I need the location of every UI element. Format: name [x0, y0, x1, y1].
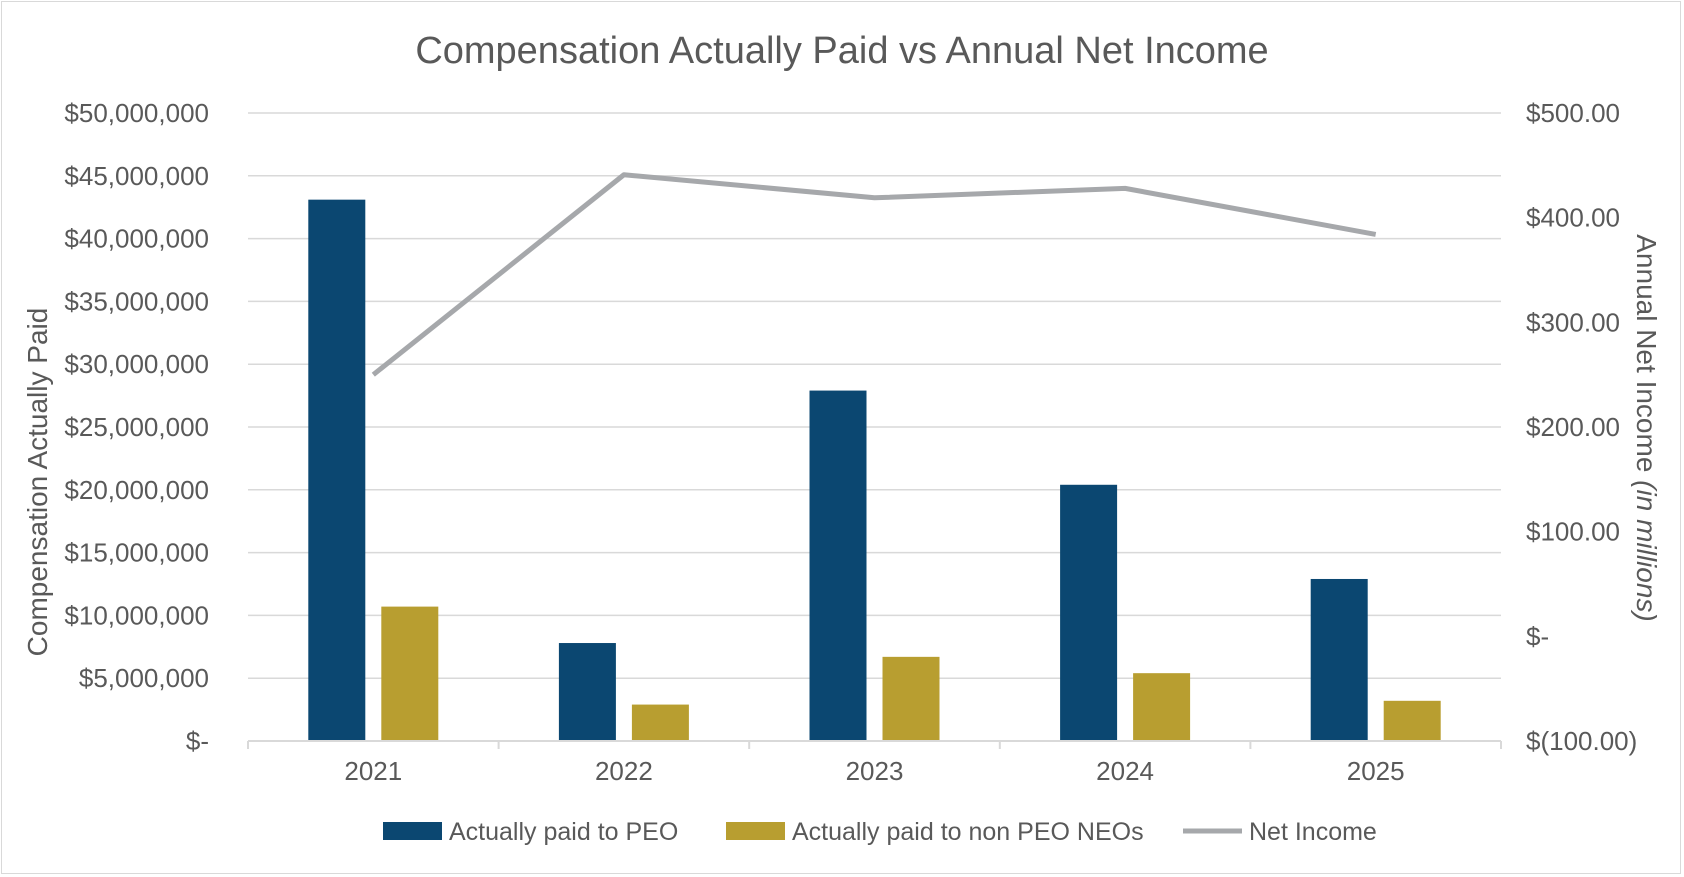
net-income-line	[371, 172, 1377, 377]
bar	[631, 704, 689, 741]
left-tick-label: $10,000,000	[64, 600, 209, 630]
left-tick-label: $50,000,000	[64, 98, 209, 128]
bar	[809, 390, 867, 741]
left-axis-ticks: $50,000,000 $45,000,000 $40,000,000 $35,000…	[64, 98, 209, 756]
left-tick-label: $45,000,000	[64, 161, 209, 191]
legend-swatch	[383, 822, 442, 840]
right-axis-ticks: $500.00 $400.00 $300.00 $200.00 $100.00 $- $(1…	[1526, 98, 1637, 756]
x-tick-label: 2024	[1096, 756, 1154, 786]
right-tick-label: $500.00	[1526, 98, 1620, 128]
x-tick-label: 2023	[846, 756, 904, 786]
bar	[1133, 673, 1191, 741]
left-tick-label: $35,000,000	[64, 286, 209, 316]
gridlines	[248, 112, 1501, 679]
bar	[882, 656, 940, 741]
x-tick-label: 2025	[1347, 756, 1405, 786]
line-series	[371, 172, 1377, 377]
left-tick-label: $25,000,000	[64, 412, 209, 442]
right-axis-title: Annual Net Income (in millions)	[1631, 234, 1662, 622]
legend-label: Actually paid to PEO	[449, 818, 678, 846]
bar	[1383, 700, 1441, 741]
right-tick-label: $400.00	[1526, 203, 1620, 233]
bar	[1060, 484, 1118, 741]
bar	[1310, 578, 1368, 741]
left-tick-label: $5,000,000	[79, 663, 209, 693]
right-tick-label: $200.00	[1526, 412, 1620, 442]
bar	[381, 606, 439, 741]
right-tick-label: $-	[1526, 621, 1549, 651]
left-tick-label: $40,000,000	[64, 224, 209, 254]
left-axis-title: Compensation Actually Paid	[22, 308, 53, 657]
left-tick-label: $30,000,000	[64, 349, 209, 379]
left-tick-label: $20,000,000	[64, 475, 209, 505]
legend-label: Net Income	[1249, 818, 1377, 846]
bars	[308, 199, 1441, 741]
x-tick-label: 2022	[595, 756, 653, 786]
bar	[308, 199, 366, 741]
legend: Actually paid to PEO Actually paid to non…	[383, 818, 1377, 846]
right-tick-label: $(100.00)	[1526, 726, 1637, 756]
left-tick-label: $-	[186, 726, 209, 756]
bar	[558, 643, 616, 741]
legend-swatch	[726, 822, 785, 840]
right-axis-title-units: (in millions)	[1631, 480, 1662, 622]
x-axis: 2021 2022 2023 2024 2025	[247, 740, 1502, 786]
right-axis-title-main: Annual Net Income	[1631, 234, 1662, 472]
chart-title: Compensation Actually Paid vs Annual Net…	[415, 30, 1268, 72]
right-tick-label: $300.00	[1526, 307, 1620, 337]
x-tick-label: 2021	[344, 756, 402, 786]
right-tick-label: $100.00	[1526, 517, 1620, 547]
left-tick-label: $15,000,000	[64, 538, 209, 568]
legend-label: Actually paid to non PEO NEOs	[792, 818, 1144, 846]
